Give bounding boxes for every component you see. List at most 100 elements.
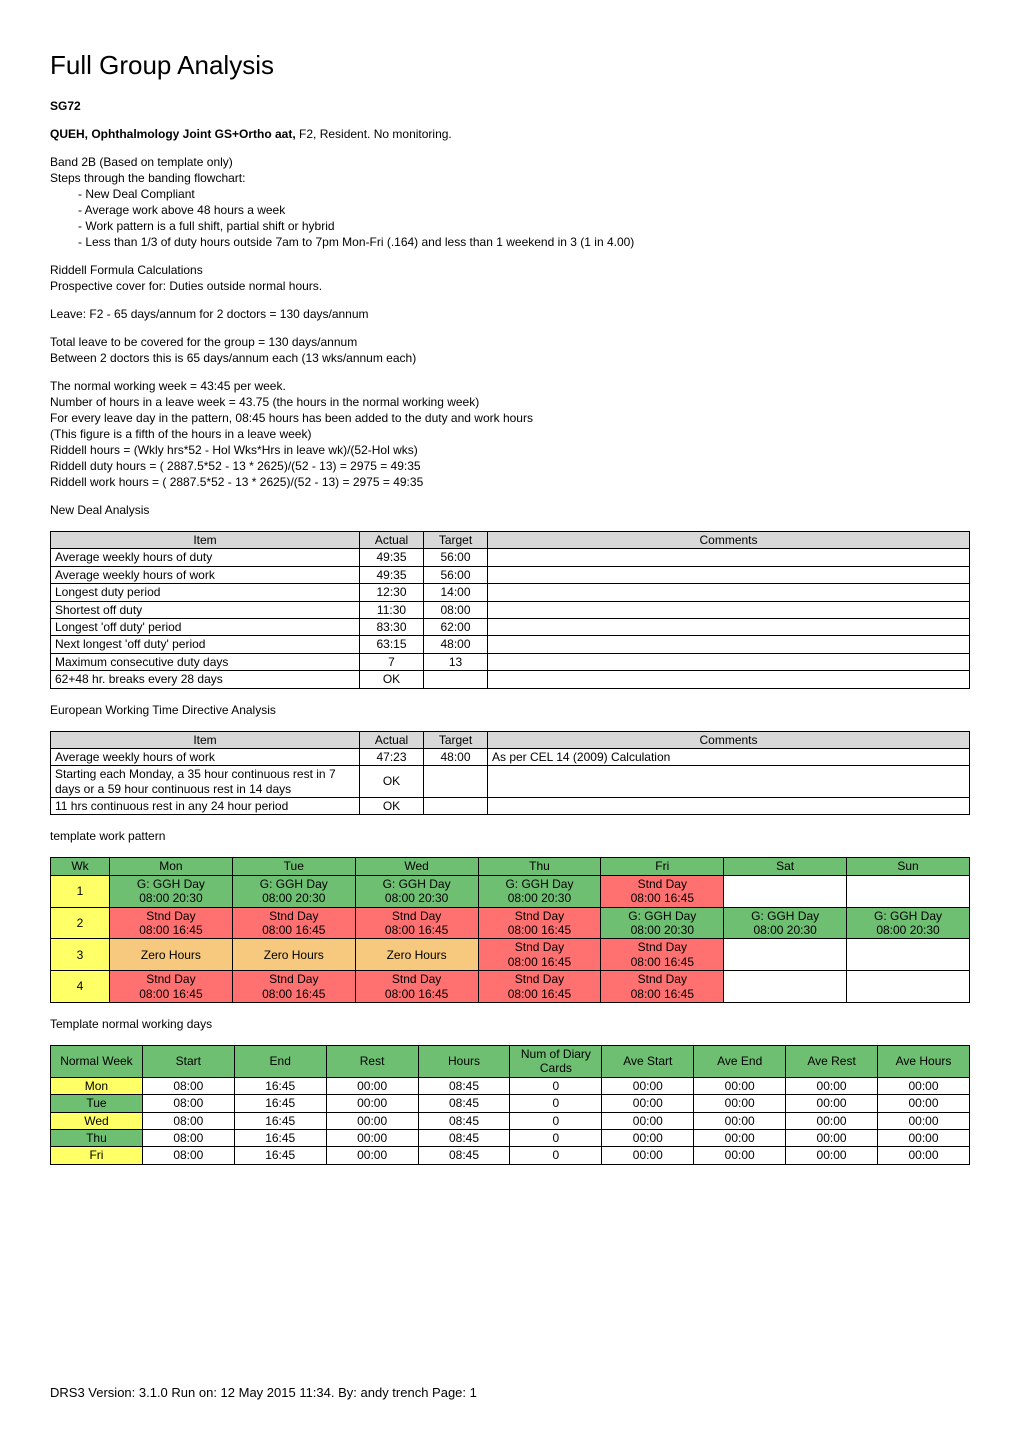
nd-title: New Deal Analysis bbox=[50, 503, 970, 517]
pattern-cell: Stnd Day08:00 16:45 bbox=[232, 971, 355, 1003]
header-rest: F2, Resident. No monitoring. bbox=[296, 127, 452, 141]
nd-h-item: Item bbox=[51, 532, 360, 549]
table-row: Maximum consecutive duty days713 bbox=[51, 653, 970, 670]
nw-header: Rest bbox=[326, 1045, 418, 1077]
table-cell: 08:45 bbox=[418, 1095, 510, 1112]
table-cell: OK bbox=[360, 766, 424, 798]
num-hours-leave: Number of hours in a leave week = 43.75 … bbox=[50, 395, 970, 409]
table-cell: 00:00 bbox=[326, 1147, 418, 1164]
table-cell: 0 bbox=[510, 1112, 602, 1129]
steps-intro: Steps through the banding flowchart: bbox=[50, 171, 970, 185]
ewtd-h-item: Item bbox=[51, 731, 360, 748]
page-title: Full Group Analysis bbox=[50, 50, 970, 81]
step-line: - Less than 1/3 of duty hours outside 7a… bbox=[50, 235, 970, 249]
table-cell: 00:00 bbox=[786, 1129, 878, 1146]
table-cell bbox=[488, 636, 970, 653]
pattern-title: template work pattern bbox=[50, 829, 970, 843]
ewtd-h-comments: Comments bbox=[488, 731, 970, 748]
table-cell: 00:00 bbox=[602, 1077, 694, 1094]
total-leave: Total leave to be covered for the group … bbox=[50, 335, 970, 349]
table-cell: 56:00 bbox=[424, 566, 488, 583]
table-cell bbox=[488, 549, 970, 566]
pattern-cell bbox=[847, 971, 970, 1003]
pattern-cell: Stnd Day08:00 16:45 bbox=[478, 971, 601, 1003]
table-cell: 00:00 bbox=[878, 1147, 970, 1164]
table-row: 11 hrs continuous rest in any 24 hour pe… bbox=[51, 798, 970, 815]
pattern-cell: Stnd Day08:00 16:45 bbox=[601, 971, 724, 1003]
pattern-cell: G: GGH Day08:00 20:30 bbox=[601, 907, 724, 939]
table-cell: 56:00 bbox=[424, 549, 488, 566]
table-cell: 08:00 bbox=[142, 1112, 234, 1129]
pattern-cell bbox=[724, 939, 847, 971]
pattern-cell: Stnd Day08:00 16:45 bbox=[232, 907, 355, 939]
table-cell: 00:00 bbox=[786, 1147, 878, 1164]
table-cell: 00:00 bbox=[786, 1112, 878, 1129]
wk-cell: 2 bbox=[51, 907, 110, 939]
pattern-cell: G: GGH Day08:00 20:30 bbox=[110, 875, 233, 907]
nw-day: Wed bbox=[51, 1112, 143, 1129]
table-cell: 00:00 bbox=[326, 1095, 418, 1112]
table-cell: 11:30 bbox=[360, 601, 424, 618]
table-cell bbox=[488, 618, 970, 635]
new-deal-table: Item Actual Target Comments Average week… bbox=[50, 531, 970, 689]
table-cell: 0 bbox=[510, 1095, 602, 1112]
between: Between 2 doctors this is 65 days/annum … bbox=[50, 351, 970, 365]
table-cell: 47:23 bbox=[360, 748, 424, 765]
riddell-hours: Riddell hours = (Wkly hrs*52 - Hol Wks*H… bbox=[50, 443, 970, 457]
table-cell bbox=[424, 798, 488, 815]
table-cell: 08:45 bbox=[418, 1129, 510, 1146]
nw-header: Ave Start bbox=[602, 1045, 694, 1077]
nw-header: Start bbox=[142, 1045, 234, 1077]
pattern-header: Sun bbox=[847, 858, 970, 875]
table-cell: Next longest 'off duty' period bbox=[51, 636, 360, 653]
table-cell: 00:00 bbox=[326, 1077, 418, 1094]
table-cell: 83:30 bbox=[360, 618, 424, 635]
nd-h-comments: Comments bbox=[488, 532, 970, 549]
table-cell: Longest duty period bbox=[51, 584, 360, 601]
table-row: 2Stnd Day08:00 16:45Stnd Day08:00 16:45S… bbox=[51, 907, 970, 939]
nw-header: Num of Diary Cards bbox=[510, 1045, 602, 1077]
pattern-cell: Stnd Day08:00 16:45 bbox=[355, 907, 478, 939]
table-cell: OK bbox=[360, 671, 424, 688]
table-cell: 16:45 bbox=[234, 1095, 326, 1112]
pattern-cell: G: GGH Day08:00 20:30 bbox=[478, 875, 601, 907]
pattern-cell: Stnd Day08:00 16:45 bbox=[110, 907, 233, 939]
table-cell: 13 bbox=[424, 653, 488, 670]
riddell-title: Riddell Formula Calculations bbox=[50, 263, 970, 277]
footer: DRS3 Version: 3.1.0 Run on: 12 May 2015 … bbox=[50, 1385, 970, 1400]
pattern-cell: G: GGH Day08:00 20:30 bbox=[355, 875, 478, 907]
table-cell: 08:00 bbox=[142, 1147, 234, 1164]
step-line: - Work pattern is a full shift, partial … bbox=[50, 219, 970, 233]
table-cell: Shortest off duty bbox=[51, 601, 360, 618]
table-row: Longest duty period12:3014:00 bbox=[51, 584, 970, 601]
ewtd-h-target: Target bbox=[424, 731, 488, 748]
pattern-cell: G: GGH Day08:00 20:30 bbox=[724, 907, 847, 939]
nw-header: Ave Rest bbox=[786, 1045, 878, 1077]
table-cell: 00:00 bbox=[786, 1077, 878, 1094]
table-row: Tue08:0016:4500:0008:45000:0000:0000:000… bbox=[51, 1095, 970, 1112]
wk-cell: 3 bbox=[51, 939, 110, 971]
table-row: Thu08:0016:4500:0008:45000:0000:0000:000… bbox=[51, 1129, 970, 1146]
table-row: Average weekly hours of work49:3556:00 bbox=[51, 566, 970, 583]
table-cell: 49:35 bbox=[360, 566, 424, 583]
table-cell bbox=[488, 766, 970, 798]
table-cell: As per CEL 14 (2009) Calculation bbox=[488, 748, 970, 765]
table-cell: 00:00 bbox=[694, 1147, 786, 1164]
nw-header: End bbox=[234, 1045, 326, 1077]
table-row: 62+48 hr. breaks every 28 daysOK bbox=[51, 671, 970, 688]
table-row: 3Zero HoursZero HoursZero HoursStnd Day0… bbox=[51, 939, 970, 971]
table-cell: 00:00 bbox=[326, 1129, 418, 1146]
nw-day: Tue bbox=[51, 1095, 143, 1112]
ewtd-table: Item Actual Target Comments Average week… bbox=[50, 731, 970, 816]
table-cell: 00:00 bbox=[326, 1112, 418, 1129]
table-cell bbox=[424, 671, 488, 688]
table-cell: 00:00 bbox=[786, 1095, 878, 1112]
pattern-header: Fri bbox=[601, 858, 724, 875]
table-row: Average weekly hours of duty49:3556:00 bbox=[51, 549, 970, 566]
pattern-cell: Stnd Day08:00 16:45 bbox=[601, 875, 724, 907]
table-cell: 08:45 bbox=[418, 1077, 510, 1094]
table-cell: 08:45 bbox=[418, 1112, 510, 1129]
table-cell: OK bbox=[360, 798, 424, 815]
riddell-duty: Riddell duty hours = ( 2887.5*52 - 13 * … bbox=[50, 459, 970, 473]
normal-week-table: Normal WeekStartEndRestHoursNum of Diary… bbox=[50, 1045, 970, 1165]
